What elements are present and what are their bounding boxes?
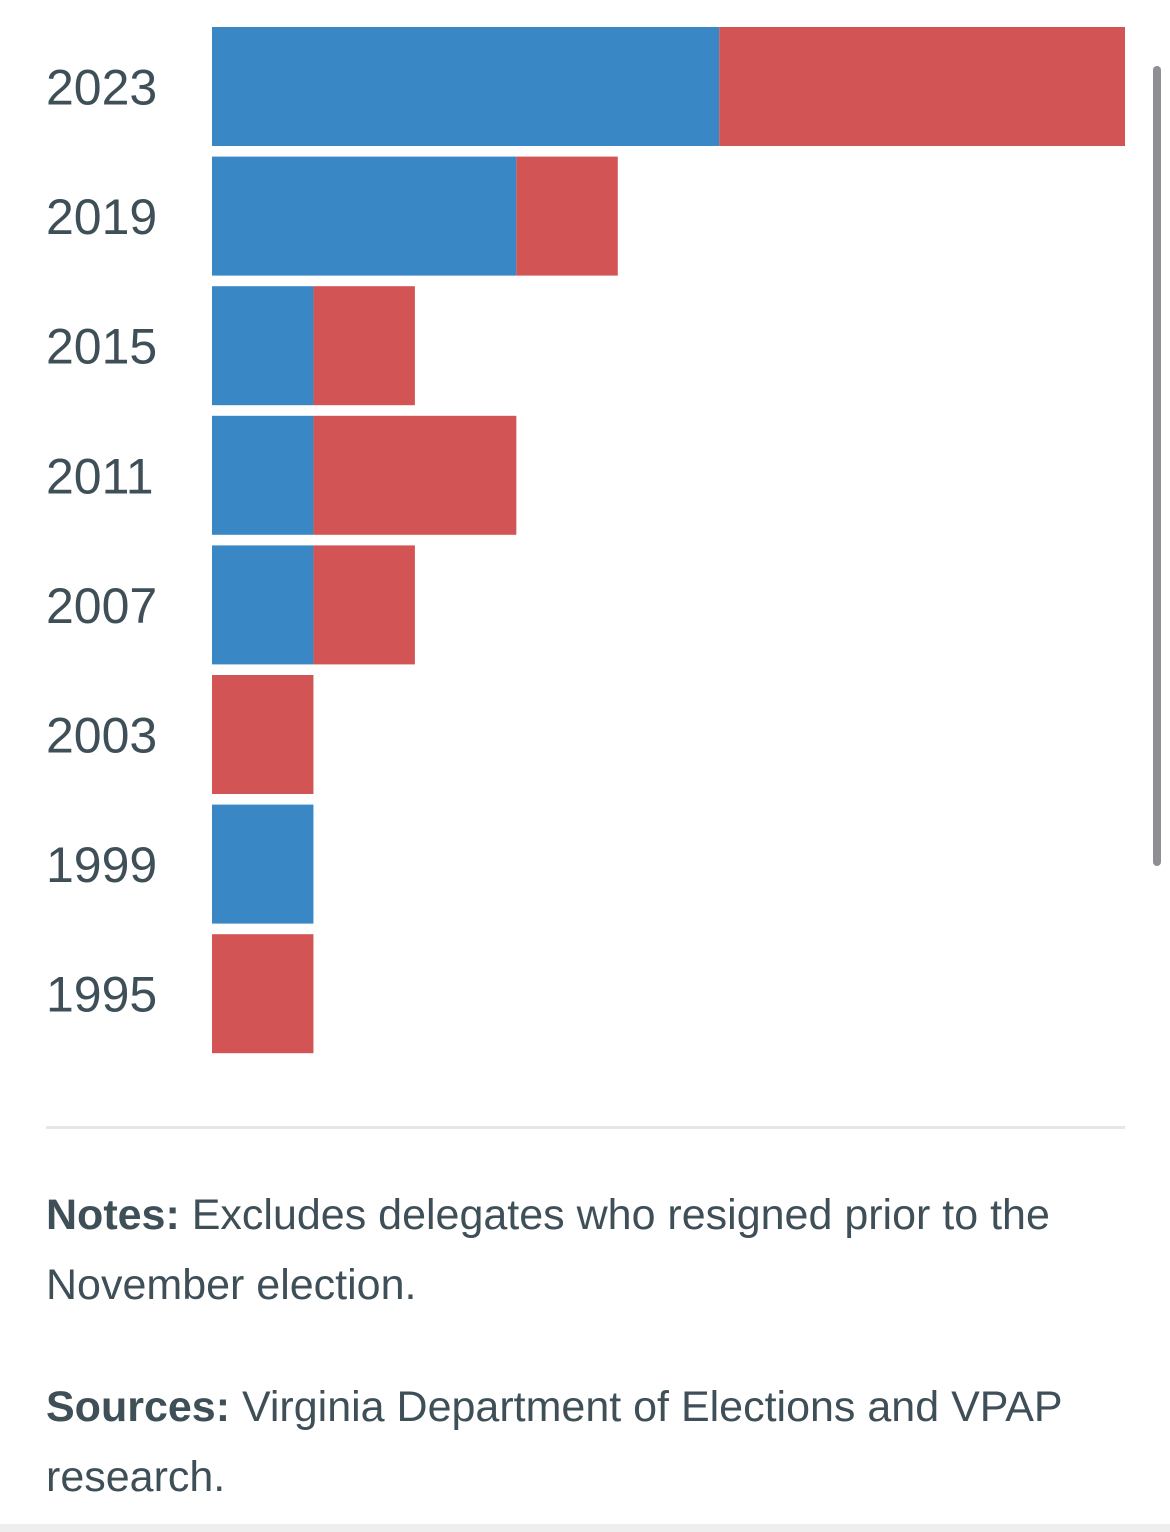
divider xyxy=(46,1126,1125,1129)
bar-segment-series-1 xyxy=(212,545,314,665)
sources-label: Sources: xyxy=(46,1383,231,1431)
notes-label: Notes: xyxy=(46,1191,180,1239)
bar-segment-series-1 xyxy=(212,804,314,924)
bar-segment-series-2 xyxy=(313,545,415,665)
year-label: 2019 xyxy=(46,189,157,245)
stacked-bar-chart: 2023 2019 2015 2011 2007 2003 1999 1995 xyxy=(46,27,1125,1054)
notes: Notes: Excludes delegates who resigned p… xyxy=(46,1180,1086,1320)
bar-segment-series-2 xyxy=(313,415,517,535)
year-label: 1999 xyxy=(46,837,157,893)
notes-text: Excludes delegates who resigned prior to… xyxy=(46,1191,1050,1309)
bottom-edge xyxy=(0,1524,1170,1532)
bar-segment-series-1 xyxy=(212,286,314,406)
sources: Sources: Virginia Department of Election… xyxy=(46,1372,1086,1512)
year-label: 2003 xyxy=(46,708,157,764)
year-label: 1995 xyxy=(46,967,157,1023)
year-label: 2007 xyxy=(46,578,157,634)
bar-segment-series-2 xyxy=(719,27,1125,146)
bar-segment-series-1 xyxy=(212,156,517,276)
bar-segment-series-2 xyxy=(313,286,415,406)
bar-segment-series-1 xyxy=(212,27,720,146)
year-label: 2015 xyxy=(46,319,157,375)
bar-segment-series-1 xyxy=(212,415,314,535)
bar-segment-series-2 xyxy=(212,934,314,1054)
bar-segment-series-2 xyxy=(516,156,618,276)
year-label: 2023 xyxy=(46,60,157,116)
vertical-scrollbar[interactable] xyxy=(1153,66,1161,866)
sources-text: Virginia Department of Elections and VPA… xyxy=(46,1383,1062,1501)
bar-segment-series-2 xyxy=(212,675,314,794)
year-label: 2011 xyxy=(46,448,154,504)
